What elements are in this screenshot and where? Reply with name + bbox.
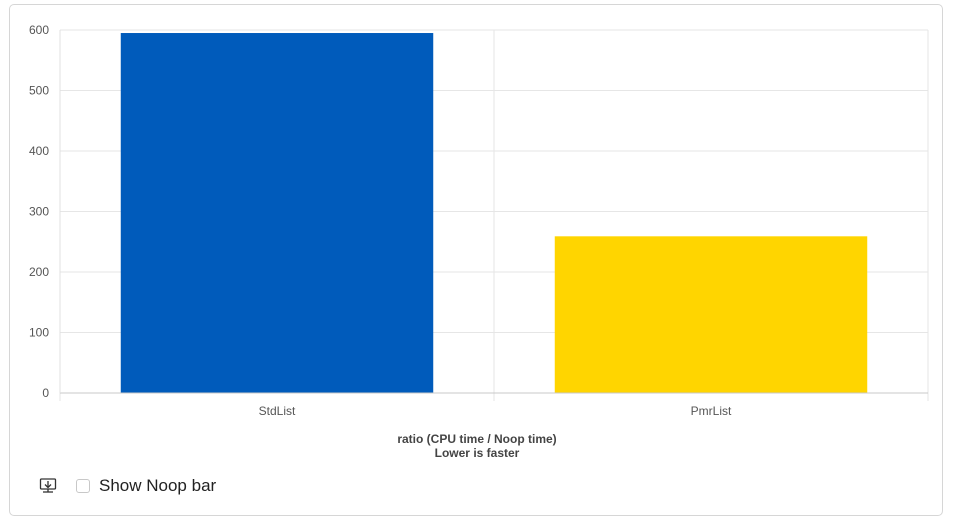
bar-pmrlist[interactable]: [554, 236, 868, 393]
y-tick-label: 400: [29, 144, 49, 158]
x-tick-label: StdList: [259, 404, 296, 418]
y-tick-label: 100: [29, 326, 49, 340]
x-axis-title: ratio (CPU time / Noop time): [397, 432, 556, 446]
show-noop-checkbox[interactable]: [76, 479, 90, 493]
bar-chart: 0 100 200 300 400 500 600 StdList PmrList ratio…: [29, 23, 929, 460]
y-tick-labels: 0 100 200 300 400 500 600: [29, 23, 49, 400]
show-noop-toggle[interactable]: Show Noop bar: [76, 476, 216, 496]
bar-stdlist[interactable]: [120, 33, 434, 394]
x-tick-labels: StdList PmrList: [259, 404, 732, 418]
y-tick-label: 300: [29, 205, 49, 219]
show-noop-label: Show Noop bar: [99, 476, 217, 495]
y-tick-label: 0: [42, 386, 49, 400]
x-axis-subtitle: Lower is faster: [435, 446, 520, 460]
axes: [59, 30, 928, 394]
download-icon: [39, 478, 57, 493]
download-button[interactable]: [38, 476, 58, 496]
x-tick-label: PmrList: [691, 404, 732, 418]
y-tick-label: 500: [29, 84, 49, 98]
y-tick-label: 200: [29, 265, 49, 279]
bars: [120, 33, 868, 394]
y-tick-label: 600: [29, 23, 49, 37]
chart-controls: Show Noop bar: [38, 474, 216, 498]
